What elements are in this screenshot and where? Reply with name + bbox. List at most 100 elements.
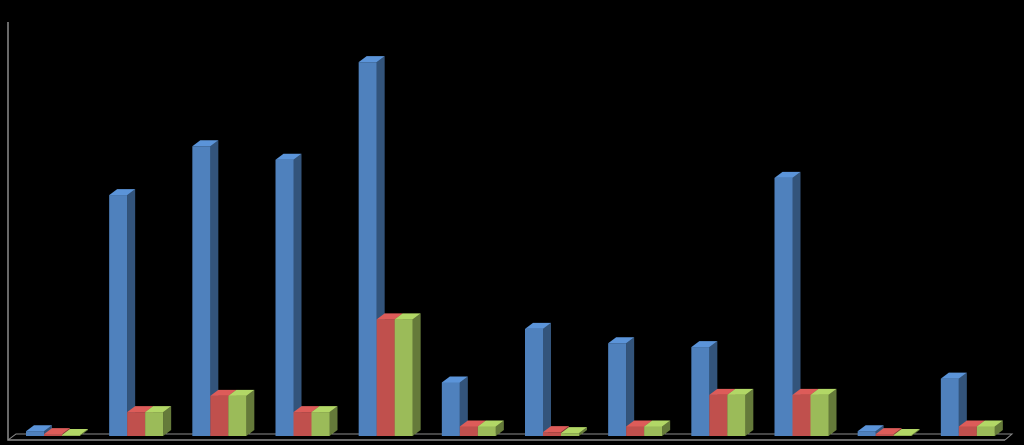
bar-top [810, 388, 837, 395]
bar-top [228, 389, 255, 396]
bar-front [727, 394, 746, 436]
bar-front [810, 394, 829, 436]
bar-top [691, 341, 718, 348]
bar-top [893, 429, 920, 436]
bar-side [163, 406, 172, 436]
bar-front [958, 426, 977, 436]
bar-side [80, 429, 88, 436]
bar-top [477, 420, 504, 427]
bar-top [940, 372, 967, 379]
floor [7, 433, 1014, 441]
bar-side [210, 140, 219, 437]
bar-front [626, 426, 645, 436]
bar [893, 429, 920, 436]
bar-side [246, 389, 255, 436]
bar-front [774, 177, 793, 437]
bar-front [275, 159, 294, 436]
bar [228, 389, 255, 436]
bar-side [579, 427, 587, 436]
bar-top [394, 313, 421, 320]
bar-front [44, 434, 62, 436]
bar-top [109, 189, 136, 196]
bar-top [709, 388, 736, 395]
bar-top [857, 425, 884, 432]
bar [109, 189, 136, 436]
bar [561, 427, 587, 436]
bar-top [727, 388, 754, 395]
bar-front [543, 432, 561, 436]
bar-top [875, 428, 902, 435]
bar-side [459, 376, 468, 436]
bar-side [626, 337, 635, 436]
bar-front [109, 195, 128, 436]
bar-side [792, 171, 801, 437]
bar-front [293, 412, 312, 436]
bar-side [329, 406, 338, 436]
bar-side [745, 388, 754, 436]
bar-top [275, 153, 302, 160]
bar-top [644, 420, 671, 427]
bar-top [958, 420, 985, 427]
bar [644, 420, 671, 436]
bar-side [293, 153, 302, 436]
bar-top [459, 420, 486, 427]
bar-side [662, 420, 671, 436]
bar [311, 406, 338, 436]
bar-top [543, 426, 569, 433]
bar-top [293, 406, 320, 413]
bar-front [62, 435, 80, 436]
bar [976, 420, 1003, 436]
bar-front [525, 328, 543, 436]
bar-front [608, 343, 627, 436]
bar [608, 337, 635, 436]
bar-front [976, 426, 995, 436]
bar-front [709, 394, 728, 436]
bar [62, 429, 88, 436]
bar-front [940, 378, 959, 436]
bar [145, 406, 172, 436]
bar [774, 171, 801, 437]
bar [727, 388, 754, 436]
bar-front [477, 426, 496, 436]
bar-front [311, 412, 330, 436]
bar-top [44, 428, 70, 435]
axis-frame [7, 22, 1005, 441]
bar-top [626, 420, 653, 427]
bar-front [145, 412, 164, 436]
bar-front [228, 395, 247, 436]
bar-top [311, 406, 338, 413]
bar [525, 322, 551, 436]
bar-side [412, 313, 421, 436]
bar [477, 420, 504, 436]
bar-top [376, 313, 403, 320]
bar-side [911, 429, 920, 436]
bar [275, 153, 302, 436]
bar [394, 313, 421, 436]
bar-top [26, 425, 52, 432]
bar-top [145, 406, 172, 413]
bar-front [210, 395, 229, 436]
bar-front [459, 426, 478, 436]
bar-front [691, 347, 710, 436]
bar-side [495, 420, 504, 436]
bar-top [210, 389, 237, 396]
bar-top [192, 140, 219, 147]
bar [192, 140, 219, 437]
bar-front [441, 382, 460, 436]
bar-top [792, 388, 819, 395]
bar-top [608, 337, 635, 344]
bar-top [561, 427, 587, 434]
bar-top [62, 429, 88, 436]
bar [940, 372, 967, 436]
bar-side [828, 388, 837, 436]
bar-top [976, 420, 1003, 427]
bar-front [394, 319, 413, 436]
bar-front [875, 434, 894, 436]
bar-front [192, 146, 211, 437]
bar-side [994, 420, 1003, 436]
bar-front [857, 431, 876, 436]
bar-front [893, 435, 912, 436]
bar-top [774, 171, 801, 178]
